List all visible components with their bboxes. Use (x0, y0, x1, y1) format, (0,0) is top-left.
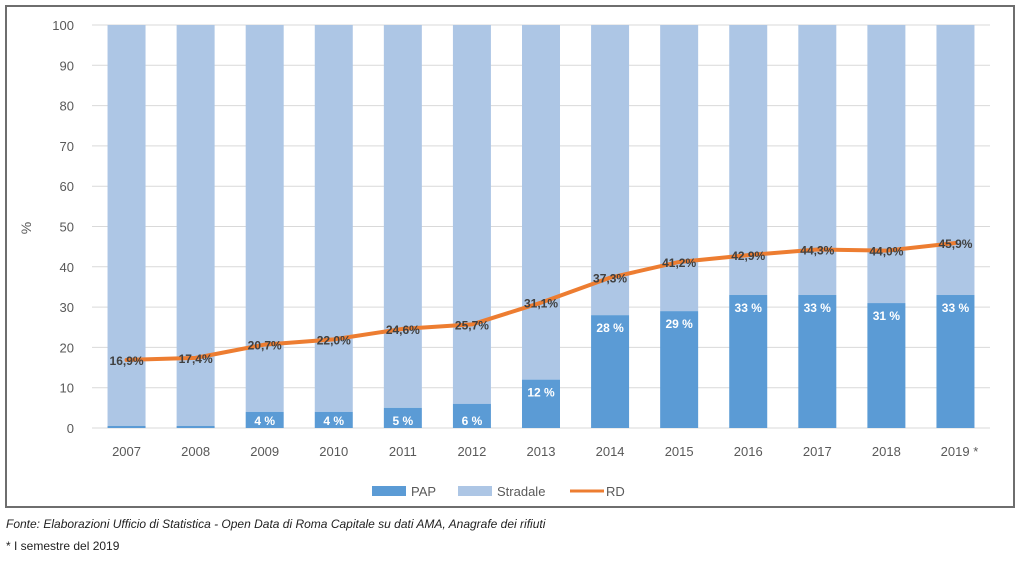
rd-line (124, 241, 958, 362)
rd-data-label: 44,0% (869, 245, 903, 259)
rd-data-label: 45,9% (938, 237, 972, 251)
pap-data-label: 4 % (323, 414, 344, 428)
rd-data-label: 24,6% (386, 323, 420, 337)
pap-data-label: 28 % (596, 321, 624, 335)
pap-data-label: 6 % (462, 414, 483, 428)
x-tick-label: 2015 (665, 444, 694, 459)
rd-data-label: 22,0% (317, 333, 351, 347)
legend: PAP Stradale RD (372, 484, 625, 499)
legend-label-stradale: Stradale (497, 484, 545, 499)
rd-series-line (124, 241, 958, 362)
x-tick-label: 2008 (181, 444, 210, 459)
rd-data-label: 20,7% (248, 339, 282, 353)
bar-pap (591, 315, 630, 428)
pap-data-label: 5 % (393, 414, 414, 428)
bar-stradale (936, 25, 975, 296)
y-tick-label: 70 (60, 139, 74, 154)
legend-swatch-pap (372, 486, 406, 496)
bar-pap (176, 425, 215, 428)
legend-label-rd: RD (606, 484, 625, 499)
y-axis-ticks: 0 10 20 30 40 50 60 70 80 90 100 (52, 18, 74, 436)
y-tick-label: 30 (60, 300, 74, 315)
x-tick-label: 2017 (803, 444, 832, 459)
y-tick-label: 0 (67, 421, 74, 436)
rd-data-label: 41,2% (662, 256, 696, 270)
y-tick-label: 60 (60, 179, 74, 194)
pap-data-label: 29 % (665, 317, 693, 331)
x-tick-label: 2013 (527, 444, 556, 459)
legend-swatch-stradale (458, 486, 492, 496)
bar-pap (867, 303, 906, 428)
bar-pap (383, 407, 422, 428)
legend-label-pap: PAP (411, 484, 436, 499)
x-tick-label: 2016 (734, 444, 763, 459)
y-axis-label: % (18, 222, 34, 234)
bar-pap (107, 425, 146, 428)
rd-data-label: 42,9% (731, 249, 765, 263)
pap-data-label: 4 % (254, 414, 275, 428)
rd-data-label: 31,1% (524, 297, 558, 311)
bar-pap (245, 411, 284, 428)
chart-frame (5, 5, 1015, 508)
bar-stradale (245, 25, 284, 412)
rd-data-label: 16,9% (110, 354, 144, 368)
x-tick-label: 2012 (457, 444, 486, 459)
x-tick-label: 2010 (319, 444, 348, 459)
pap-data-label: 33 % (735, 301, 763, 315)
bar-stradale (591, 25, 630, 316)
bar-stradale (867, 25, 906, 304)
y-tick-label: 90 (60, 58, 74, 73)
bar-stradale (729, 25, 768, 296)
bar-stradale (383, 25, 422, 408)
bar-stradale (314, 25, 353, 412)
x-tick-label: 2011 (389, 444, 417, 459)
pap-labels: 4 % 4 % 5 % 6 % 12 % 28 % 29 % 33 % 33 % 31 % 33 % (254, 301, 969, 428)
bar-pap (798, 295, 837, 428)
rd-data-label: 44,3% (800, 243, 834, 257)
x-tick-label: 2009 (250, 444, 279, 459)
footnote: * I semestre del 2019 (6, 539, 120, 553)
bar-pap (452, 403, 491, 428)
x-tick-label: 2019 * (941, 444, 979, 459)
y-tick-label: 100 (52, 18, 74, 33)
bar-stradale (522, 25, 560, 380)
bar-pap (936, 295, 975, 428)
pap-data-label: 33 % (804, 301, 832, 315)
y-tick-label: 40 (60, 260, 74, 275)
pap-data-label: 12 % (527, 386, 555, 400)
source-note: Fonte: Elaborazioni Ufficio di Statistic… (6, 517, 546, 531)
bar-pap (522, 379, 560, 428)
x-tick-label: 2018 (872, 444, 901, 459)
bar-stradale (452, 25, 491, 404)
rd-labels: 16,9% 17,4% 20,7% 22,0% 24,6% 25,7% 31,1% 37,3%… (110, 237, 973, 368)
rd-data-label: 25,7% (455, 318, 489, 332)
y-tick-label: 50 (60, 220, 74, 235)
pap-data-label: 33 % (942, 301, 970, 315)
bar-pap (660, 311, 699, 428)
x-tick-label: 2014 (596, 444, 625, 459)
rd-data-label: 37,3% (593, 272, 627, 286)
x-axis-ticks: 2007 2008 2009 2010 2011 2012 2013 2014 2015 2016… (112, 444, 978, 459)
rd-data-label: 17,4% (179, 352, 213, 366)
y-tick-label: 80 (60, 99, 74, 114)
y-tick-label: 20 (60, 340, 74, 355)
chart: 0 10 20 30 40 50 60 70 80 90 100 % 4 % 4 % 5 % 6 % 12 … (18, 18, 990, 499)
bar-pap (729, 295, 768, 428)
y-tick-label: 10 (60, 381, 74, 396)
bar-pap (314, 411, 353, 428)
x-tick-label: 2007 (112, 444, 141, 459)
pap-data-label: 31 % (873, 309, 901, 323)
